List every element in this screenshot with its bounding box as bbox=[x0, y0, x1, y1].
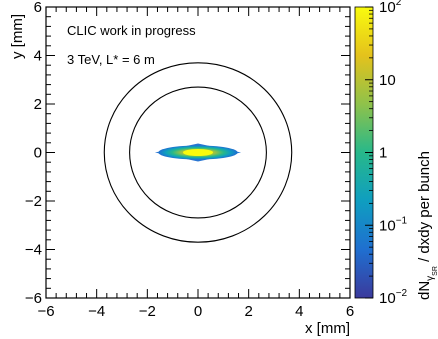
colorbar: 102 10 1 10−1 10−2 bbox=[354, 0, 408, 307]
x-tick-label: 6 bbox=[346, 303, 354, 320]
aperture-circle-1 bbox=[103, 62, 293, 243]
y-tick-label: 6 bbox=[34, 0, 42, 16]
axis-ticks-layer: −6−6 −4 −4 −2 −2 0 0 2 2 4 4 6 6 bbox=[25, 0, 354, 320]
annotation-energy-lstar: 3 TeV, L* = 6 m bbox=[67, 52, 155, 67]
y-tick-label: −4 bbox=[25, 242, 42, 259]
x-tick-label: 0 bbox=[194, 303, 202, 320]
colorbar-tick-label: 10−1 bbox=[379, 215, 408, 234]
x-tick-label: −4 bbox=[88, 303, 105, 320]
y-tick-label: 2 bbox=[34, 96, 42, 113]
beam-spot-peak bbox=[182, 148, 214, 157]
y-tick-label: 4 bbox=[34, 48, 42, 65]
plot-data-layer bbox=[103, 62, 293, 243]
colorbar-title-rest: / dxdy per bunch bbox=[416, 151, 433, 266]
y-tick-label: −6 bbox=[25, 290, 42, 307]
colorbar-tick-label: 10−2 bbox=[379, 288, 408, 307]
colorbar-title-subsub: SR bbox=[432, 266, 438, 276]
x-axis-title: x [mm] bbox=[305, 320, 350, 337]
y-axis-title: y [mm] bbox=[9, 14, 26, 59]
colorbar-tick-label: 102 bbox=[379, 0, 402, 16]
colorbar-tick-exponent: −1 bbox=[396, 215, 408, 226]
colorbar-title-sub: γ bbox=[425, 276, 436, 281]
colorbar-tick-label: 10 bbox=[379, 72, 396, 89]
colorbar-tick-exponent: −2 bbox=[396, 288, 408, 299]
annotation-work-in-progress: CLIC work in progress bbox=[67, 23, 196, 38]
colorbar-title: dNγSR / dxdy per bunch bbox=[416, 151, 438, 300]
y-tick-label: −2 bbox=[25, 193, 42, 210]
x-tick-label: 2 bbox=[244, 303, 252, 320]
x-tick-label: 4 bbox=[295, 303, 303, 320]
aperture-circle-0 bbox=[129, 86, 267, 219]
colorbar-tick-exponent: 2 bbox=[396, 0, 402, 8]
y-tick-label: 0 bbox=[34, 145, 42, 162]
x-tick-label: −2 bbox=[139, 303, 156, 320]
colorbar-title-main: dN bbox=[416, 281, 433, 300]
colorbar-tick-label: 1 bbox=[379, 145, 387, 162]
x-tick-label: −6 bbox=[37, 303, 54, 320]
